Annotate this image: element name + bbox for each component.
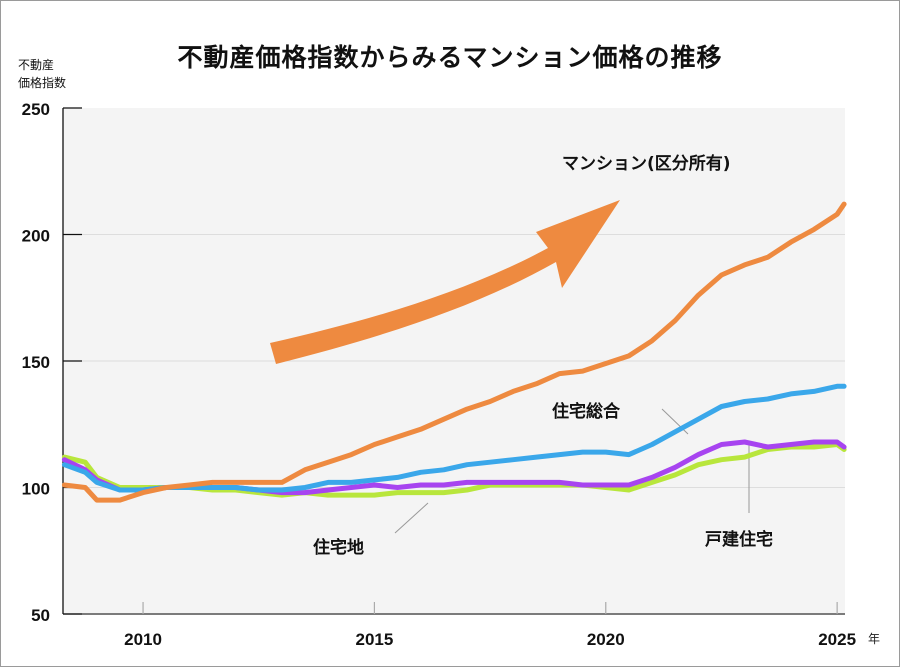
x-tick-label-2020: 2020	[587, 630, 625, 649]
chart-title: 不動産価格指数からみるマンション価格の推移	[177, 43, 723, 72]
y-tick-label-50: 50	[31, 606, 50, 625]
annotation-residential-land: 住宅地	[313, 537, 364, 558]
axes	[62, 107, 845, 615]
y-tick-label-150: 150	[22, 353, 50, 372]
x-tick-labels: 2010 2015 2020 2025	[124, 630, 856, 649]
y-axis-label-line2: 価格指数	[18, 76, 67, 90]
y-tick-labels: 50 100 150 200 250	[22, 100, 50, 625]
y-tick-label-100: 100	[22, 480, 50, 499]
series-line-mansion	[61, 201, 847, 503]
x-tick-label-2010: 2010	[124, 630, 162, 649]
y-tick-label-200: 200	[22, 227, 50, 246]
y-tick-label-250: 250	[22, 100, 50, 119]
x-unit-label: 年	[868, 632, 880, 646]
annotation-detached: 戸建住宅	[705, 529, 773, 550]
x-tick-label-2025: 2025	[818, 630, 856, 649]
x-tick-label-2015: 2015	[355, 630, 393, 649]
y-axis-label-line1: 不動産	[18, 58, 55, 72]
upward-trend-arrow	[270, 200, 620, 364]
series-lines	[61, 201, 847, 503]
leader-line-residential-land	[394, 502, 429, 534]
annotation-mansion: マンション(区分所有)	[562, 153, 731, 174]
y-axis-label: 不動産 価格指数	[18, 56, 66, 92]
annotation-housing-total: 住宅総合	[552, 401, 621, 422]
